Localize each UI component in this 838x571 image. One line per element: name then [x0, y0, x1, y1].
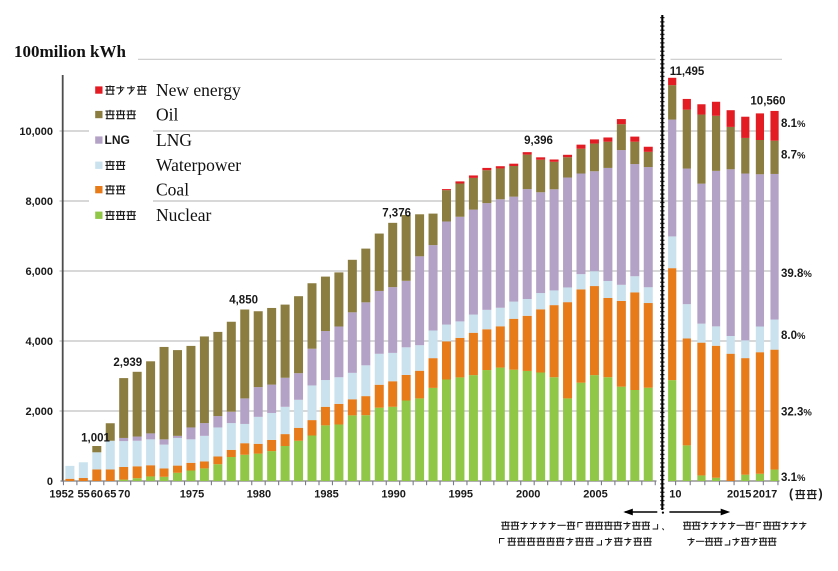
svg-text:1980: 1980 [247, 489, 271, 501]
svg-text:1952: 1952 [49, 489, 73, 501]
svg-text:1985: 1985 [314, 489, 338, 501]
svg-text:32.3%: 32.3% [781, 407, 812, 419]
svg-text:LNG: LNG [156, 130, 192, 150]
svg-text:2,000: 2,000 [25, 406, 53, 418]
svg-text:10,560: 10,560 [750, 96, 785, 108]
svg-text:Nuclear: Nuclear [156, 205, 212, 225]
svg-text:8.1%: 8.1% [781, 118, 806, 130]
svg-text:2005: 2005 [583, 489, 607, 501]
svg-text:10: 10 [669, 489, 681, 501]
svg-text:1995: 1995 [449, 489, 473, 501]
svg-text:): ) [819, 487, 823, 501]
svg-text:2017: 2017 [753, 489, 777, 501]
svg-text:2000: 2000 [516, 489, 540, 501]
svg-text:4,850: 4,850 [229, 295, 258, 307]
svg-text:3.1%: 3.1% [781, 472, 806, 484]
svg-text:8,000: 8,000 [25, 196, 53, 208]
svg-text:39.8%: 39.8% [781, 268, 812, 280]
svg-text:Waterpower: Waterpower [156, 155, 241, 175]
svg-text:Coal: Coal [156, 180, 189, 200]
svg-text:8.0%: 8.0% [781, 330, 806, 342]
svg-text:Oil: Oil [156, 104, 179, 124]
svg-text:10,000: 10,000 [19, 126, 53, 138]
svg-text:55: 55 [77, 489, 89, 501]
svg-text:65: 65 [104, 489, 116, 501]
svg-text:7,376: 7,376 [382, 208, 411, 220]
svg-text:11,495: 11,495 [670, 66, 705, 78]
svg-text:1990: 1990 [381, 489, 405, 501]
svg-text:New energy: New energy [156, 80, 241, 100]
svg-text:1975: 1975 [180, 489, 204, 501]
svg-text:LNG: LNG [105, 133, 130, 147]
svg-text:(: ( [789, 487, 794, 501]
svg-text:100milion kWh: 100milion kWh [14, 42, 126, 61]
svg-text:70: 70 [118, 489, 130, 501]
svg-text:60: 60 [91, 489, 103, 501]
svg-text:0: 0 [47, 476, 53, 488]
svg-text:6,000: 6,000 [25, 266, 53, 278]
svg-text:4,000: 4,000 [25, 336, 53, 348]
svg-text:2015: 2015 [727, 489, 751, 501]
svg-text:8.7%: 8.7% [781, 150, 806, 162]
svg-text:2,939: 2,939 [113, 357, 142, 369]
svg-text:1,001: 1,001 [81, 433, 110, 445]
svg-text:9,396: 9,396 [524, 135, 553, 147]
